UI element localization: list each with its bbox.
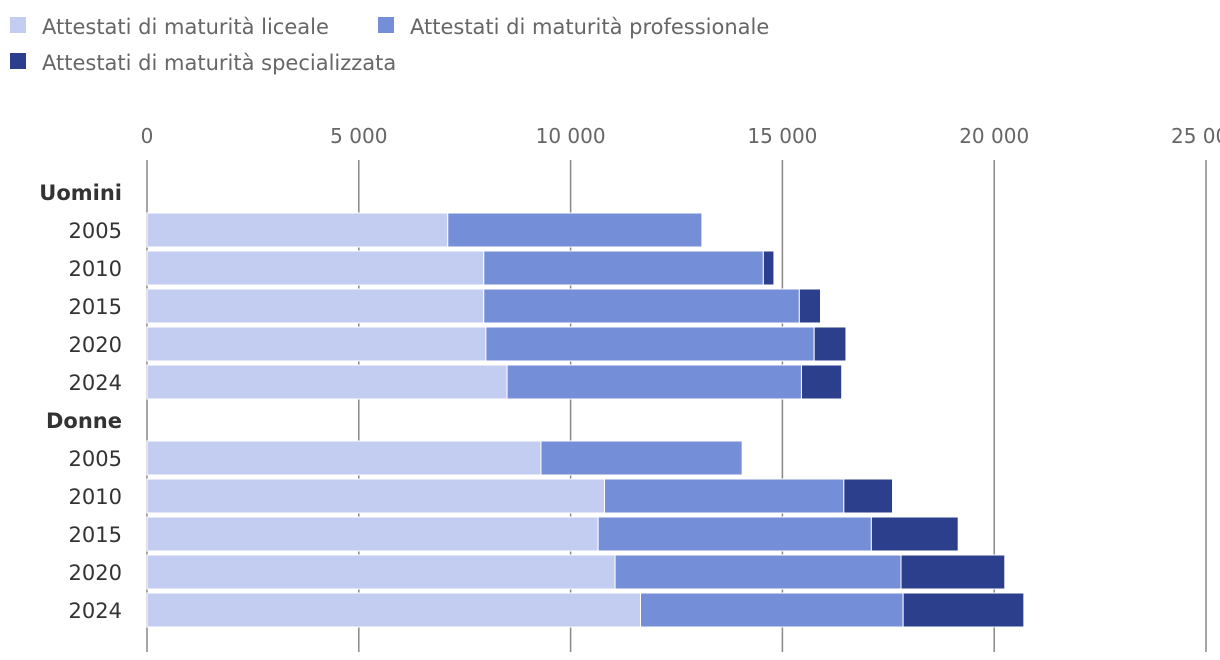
bar-uomini-2005-series-2[interactable] — [447, 212, 703, 248]
x-tick-label: 0 — [141, 124, 154, 148]
bar-donne-2020-series-3[interactable] — [900, 554, 1006, 590]
bars — [146, 212, 1025, 628]
legend-label-professionale: Attestati di maturità professionale — [410, 15, 769, 39]
category-label: 2024 — [69, 371, 122, 395]
legend-swatch-professionale — [378, 17, 394, 33]
legend-item-liceale[interactable]: Attestati di maturità liceale — [10, 15, 329, 39]
x-axis-tick-labels: 0 5 000 10 000 15 000 20 000 25 000 — [141, 124, 1220, 148]
category-label: 2005 — [69, 447, 122, 471]
bar-donne-2024-series-3[interactable] — [902, 592, 1025, 628]
bar-uomini-2020-series-1[interactable] — [146, 326, 487, 362]
category-labels: Uomini 2005 2010 2015 2020 2024 Donne 2005 2010 2… — [39, 181, 122, 623]
bar-uomini-2024-series-3[interactable] — [800, 364, 843, 400]
bar-donne-2020-series-2[interactable] — [614, 554, 902, 590]
legend-label-specializzata: Attestati di maturità specializzata — [42, 51, 396, 75]
bar-donne-2005-series-1[interactable] — [146, 440, 542, 476]
legend-label-liceale: Attestati di maturità liceale — [42, 15, 329, 39]
x-tick-label: 10 000 — [536, 124, 606, 148]
bar-uomini-2005-series-1[interactable] — [146, 212, 449, 248]
bar-donne-2015-series-2[interactable] — [597, 516, 872, 552]
bar-donne-2010-series-2[interactable] — [603, 478, 845, 514]
category-label: 2020 — [69, 333, 122, 357]
category-label: 2010 — [69, 257, 122, 281]
legend-swatch-liceale — [10, 17, 26, 33]
legend: Attestati di maturità liceale Attestati … — [10, 15, 769, 75]
bar-uomini-2015-series-3[interactable] — [798, 288, 822, 324]
bar-donne-2010-series-3[interactable] — [843, 478, 894, 514]
group-label-donne: Donne — [46, 409, 122, 433]
bar-uomini-2010-series-3[interactable] — [762, 250, 775, 286]
bar-uomini-2010-series-1[interactable] — [146, 250, 485, 286]
bar-uomini-2020-series-2[interactable] — [485, 326, 815, 362]
bar-uomini-2015-series-1[interactable] — [146, 288, 485, 324]
category-label: 2015 — [69, 523, 122, 547]
bar-donne-2010-series-1[interactable] — [146, 478, 605, 514]
bar-uomini-2015-series-2[interactable] — [483, 288, 800, 324]
x-tick-label: 20 000 — [959, 124, 1029, 148]
category-label: 2015 — [69, 295, 122, 319]
bar-donne-2005-series-2[interactable] — [540, 440, 743, 476]
x-tick-label: 25 000 — [1171, 124, 1220, 148]
bar-uomini-2010-series-2[interactable] — [483, 250, 764, 286]
x-tick-label: 15 000 — [747, 124, 817, 148]
category-label: 2010 — [69, 485, 122, 509]
x-tick-label: 5 000 — [330, 124, 387, 148]
group-label-uomini: Uomini — [39, 181, 122, 205]
legend-item-specializzata[interactable]: Attestati di maturità specializzata — [10, 51, 396, 75]
bar-uomini-2020-series-3[interactable] — [813, 326, 847, 362]
legend-swatch-specializzata — [10, 53, 26, 69]
bar-uomini-2024-series-2[interactable] — [506, 364, 802, 400]
bar-donne-2015-series-1[interactable] — [146, 516, 599, 552]
legend-item-professionale[interactable]: Attestati di maturità professionale — [378, 15, 769, 39]
bar-donne-2024-series-2[interactable] — [639, 592, 904, 628]
category-label: 2024 — [69, 599, 122, 623]
bar-uomini-2024-series-1[interactable] — [146, 364, 508, 400]
bar-donne-2015-series-3[interactable] — [870, 516, 959, 552]
category-label: 2020 — [69, 561, 122, 585]
category-label: 2005 — [69, 219, 122, 243]
bar-donne-2020-series-1[interactable] — [146, 554, 616, 590]
bar-donne-2024-series-1[interactable] — [146, 592, 641, 628]
